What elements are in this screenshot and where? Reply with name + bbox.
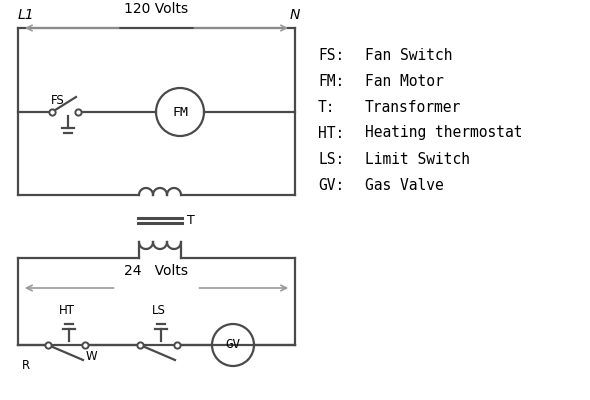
Text: 120 Volts: 120 Volts xyxy=(124,2,189,16)
Text: LS:: LS: xyxy=(318,152,344,166)
Text: FS: FS xyxy=(51,94,65,107)
Text: HT: HT xyxy=(58,304,74,317)
Text: L1: L1 xyxy=(18,8,35,22)
Text: FS:: FS: xyxy=(318,48,344,62)
Text: HT:: HT: xyxy=(318,126,344,140)
Text: Limit Switch: Limit Switch xyxy=(365,152,470,166)
Text: W: W xyxy=(86,350,97,363)
Text: LS: LS xyxy=(152,304,165,317)
Text: T: T xyxy=(187,214,195,227)
Text: T:: T: xyxy=(318,100,336,114)
Text: Heating thermostat: Heating thermostat xyxy=(365,126,523,140)
Text: 24   Volts: 24 Volts xyxy=(124,264,188,278)
Text: Fan Motor: Fan Motor xyxy=(365,74,444,88)
Text: FM:: FM: xyxy=(318,74,344,88)
Text: GV:: GV: xyxy=(318,178,344,192)
Text: GV: GV xyxy=(225,338,241,352)
Text: Fan Switch: Fan Switch xyxy=(365,48,453,62)
Text: R: R xyxy=(22,359,30,372)
Text: N: N xyxy=(290,8,300,22)
Text: Gas Valve: Gas Valve xyxy=(365,178,444,192)
Text: Transformer: Transformer xyxy=(365,100,461,114)
Text: FM: FM xyxy=(172,106,188,118)
